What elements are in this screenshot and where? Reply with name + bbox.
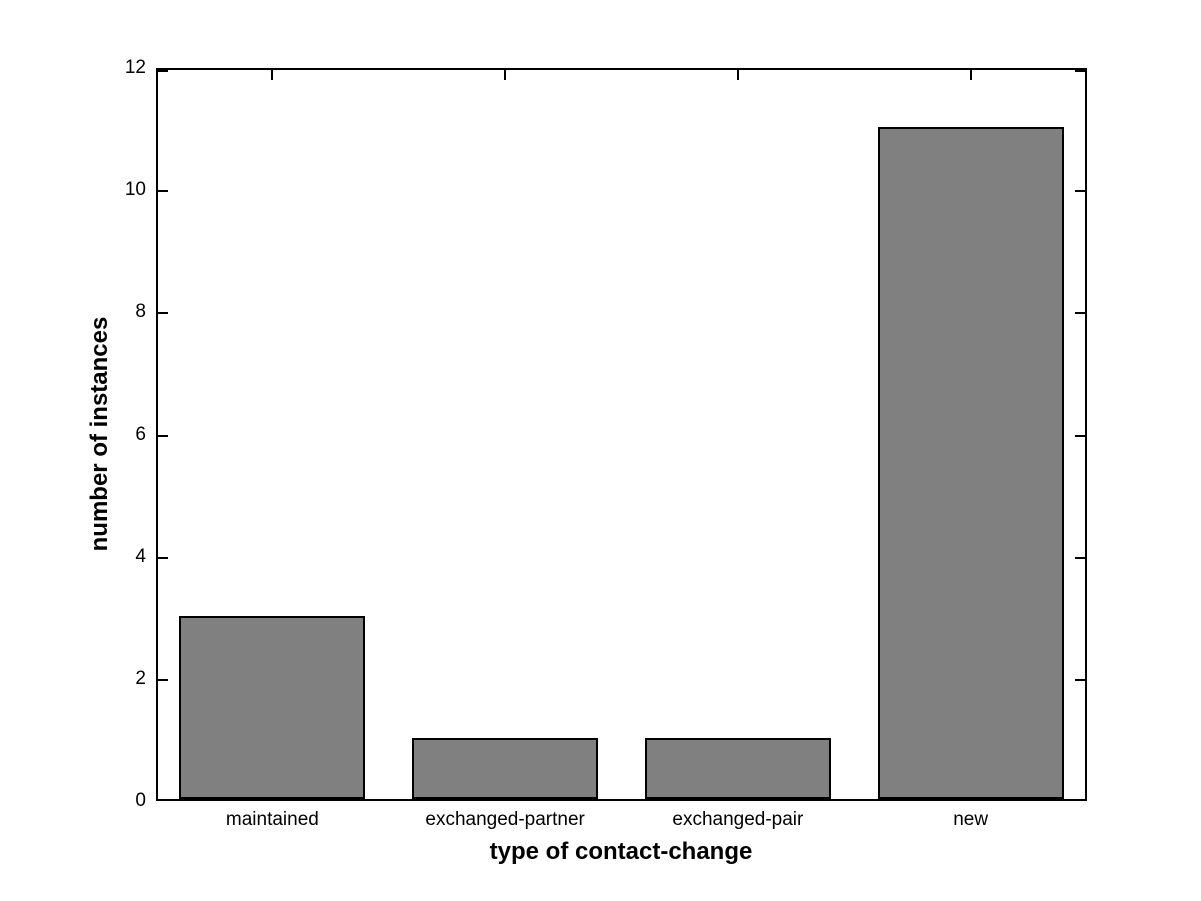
y-tick-label: 6 — [135, 423, 146, 445]
y-tick-mark — [1075, 556, 1085, 559]
x-tick-mark — [736, 70, 739, 80]
y-tick-label: 4 — [135, 545, 146, 567]
y-tick-mark — [158, 678, 168, 681]
bar-exchanged-partner — [412, 738, 598, 799]
x-tick-mark — [271, 70, 274, 80]
x-tick-mark — [504, 70, 507, 80]
y-tick-mark — [158, 434, 168, 437]
x-tick-label: new — [953, 809, 989, 830]
y-tick-mark — [158, 556, 168, 559]
x-tick-label: exchanged-pair — [672, 809, 804, 830]
y-tick-mark — [158, 70, 168, 72]
y-tick-label: 12 — [124, 57, 146, 78]
y-tick-mark — [158, 312, 168, 315]
y-tick-mark — [1075, 70, 1085, 72]
y-tick-mark — [158, 190, 168, 193]
y-tick-label: 8 — [135, 301, 146, 323]
y-tick-label: 10 — [124, 179, 146, 201]
y-tick-mark — [1075, 799, 1085, 801]
bar-exchanged-pair — [645, 738, 831, 799]
plot-area — [156, 68, 1087, 801]
y-tick-mark — [1075, 190, 1085, 193]
bar-new — [878, 127, 1064, 799]
bar-maintained — [179, 616, 365, 799]
x-tick-mark — [969, 70, 972, 80]
x-tick-label: maintained — [225, 809, 319, 830]
x-tick-label: exchanged-partner — [425, 809, 585, 830]
y-tick-mark — [1075, 312, 1085, 315]
y-tick-label: 2 — [135, 667, 146, 689]
y-tick-label: 0 — [135, 790, 146, 811]
y-tick-mark — [1075, 678, 1085, 681]
y-tick-mark — [158, 799, 168, 801]
x-axis-title: type of contact-change — [489, 838, 753, 865]
y-tick-mark — [1075, 434, 1085, 437]
